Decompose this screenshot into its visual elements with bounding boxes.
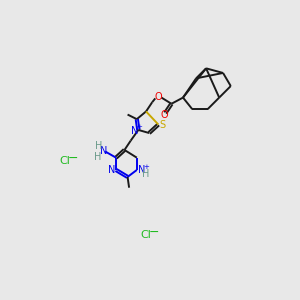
Text: H: H: [94, 141, 102, 151]
Text: N: N: [100, 146, 107, 156]
Text: H: H: [142, 169, 150, 179]
Text: −: −: [148, 226, 159, 239]
Text: N: N: [131, 126, 138, 136]
Text: Cl: Cl: [140, 230, 151, 240]
Text: N: N: [108, 165, 115, 175]
Text: −: −: [68, 152, 78, 165]
Text: N: N: [138, 165, 145, 175]
Text: +: +: [136, 124, 142, 130]
Text: Cl: Cl: [60, 156, 71, 166]
Text: O: O: [154, 92, 162, 102]
Text: +: +: [143, 164, 149, 170]
Text: H: H: [94, 152, 101, 162]
Text: O: O: [161, 110, 168, 120]
Text: S: S: [159, 120, 165, 130]
